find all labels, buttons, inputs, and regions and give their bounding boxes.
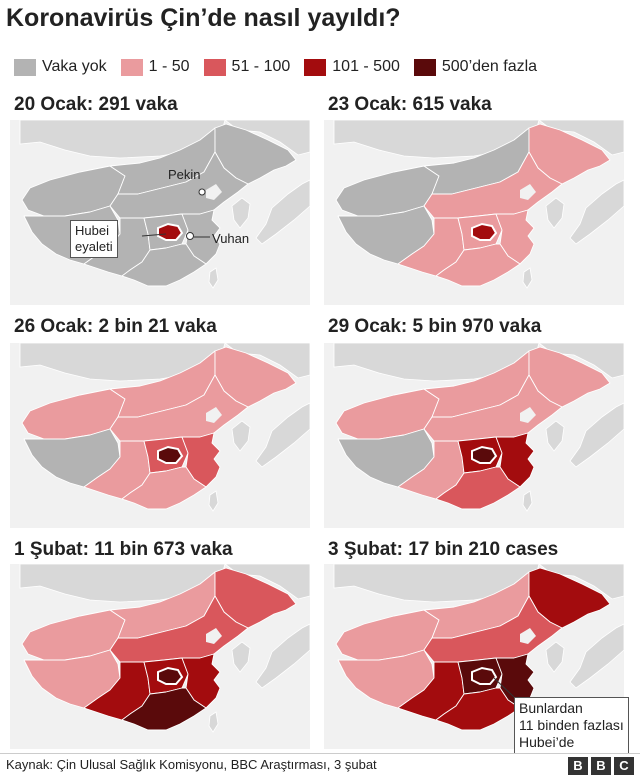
legend-item-101-500: 101 - 500 [304, 58, 400, 76]
hubei-province [157, 445, 184, 464]
hubei-note-line2: 11 binden fazlası [519, 717, 624, 733]
hubei-note-box: Bunlardan 11 binden fazlası Hubei’de [514, 697, 629, 754]
bohai-sea [206, 628, 222, 644]
panel-title-4: 29 Ocak: 5 bin 970 vaka [328, 316, 542, 337]
map-panel-3 [10, 343, 310, 528]
korea-shape [231, 420, 251, 452]
legend-label: 101 - 500 [332, 58, 400, 75]
legend-label: 1 - 50 [148, 58, 190, 75]
legend-swatch [413, 58, 436, 76]
hubei-leader-line [141, 233, 167, 237]
province-region-south [121, 687, 207, 731]
hubei-label-line2: eyaleti [75, 239, 113, 254]
province-region-south [435, 466, 521, 510]
legend-item-none: Vaka yok [14, 58, 107, 76]
japan-shape [569, 179, 624, 245]
map-panel-5 [10, 564, 310, 749]
hubei-label-box: Hubei eyaleti [70, 220, 118, 258]
bohai-sea [520, 184, 536, 200]
wuhan-marker [186, 232, 194, 240]
map-panel-1 [10, 120, 310, 305]
hubei-note-line1: Bunlardan [519, 700, 583, 716]
legend-label: Vaka yok [42, 58, 107, 75]
legend-item-500-plus: 500’den fazla [413, 58, 538, 76]
bohai-sea [206, 184, 222, 200]
province-region-south [121, 466, 207, 510]
map-panel-4 [324, 343, 624, 528]
legend: Vaka yok 1 - 50 51 - 100 101 - 500 500’d… [14, 56, 551, 78]
bohai-sea [206, 407, 222, 423]
taiwan-shape [522, 267, 533, 289]
bbc-logo-letter: B [591, 757, 611, 775]
hubei-province [157, 222, 184, 241]
bohai-sea [520, 407, 536, 423]
hubei-note-line3: Hubei’de [519, 734, 575, 750]
china-map-svg [324, 120, 624, 305]
hubei-province [471, 666, 498, 685]
japan-shape [255, 179, 310, 245]
japan-shape [569, 402, 624, 468]
province-region-south [435, 243, 521, 287]
legend-label: 500’den fazla [441, 58, 538, 75]
legend-item-1-50: 1 - 50 [120, 58, 190, 76]
hubei-province [471, 445, 498, 464]
legend-label: 51 - 100 [231, 58, 291, 75]
map-panel-6 [324, 564, 624, 749]
province-region-south [435, 687, 521, 731]
china-map-svg [10, 564, 310, 749]
page-title: Koronavirüs Çin’de nasıl yayıldı? [6, 4, 401, 32]
taiwan-shape [522, 490, 533, 512]
china-map-svg [10, 120, 310, 305]
japan-shape [255, 402, 310, 468]
taiwan-shape [208, 490, 219, 512]
china-map-svg [10, 343, 310, 528]
note-leader-line [493, 677, 515, 698]
legend-swatch [203, 58, 226, 76]
panel-title-3: 26 Ocak: 2 bin 21 vaka [14, 316, 217, 337]
source-note: Kaynak: Çin Ulusal Sağlık Komisyonu, BBC… [6, 757, 377, 772]
hubei-label-line1: Hubei [75, 223, 109, 238]
legend-swatch [304, 58, 327, 76]
china-map-svg [324, 564, 624, 749]
legend-swatch [14, 58, 36, 76]
panel-title-5: 1 Şubat: 11 bin 673 vaka [14, 539, 233, 560]
bbc-logo-letter: C [614, 757, 634, 775]
korea-shape [231, 641, 251, 673]
hubei-province [471, 222, 498, 241]
wuhan-label: Vuhan [212, 231, 250, 246]
korea-shape [545, 641, 565, 673]
japan-shape [569, 623, 624, 689]
japan-shape [255, 623, 310, 689]
legend-swatch [120, 58, 143, 76]
beijing-marker [198, 188, 206, 196]
bbc-logo: B B C [568, 757, 634, 775]
province-region-south [121, 243, 207, 287]
panel-title-6: 3 Şubat: 17 bin 210 cases [328, 539, 559, 560]
china-map-svg [324, 343, 624, 528]
footer-divider [0, 753, 640, 754]
korea-shape [545, 420, 565, 452]
beijing-label: Pekin [168, 167, 201, 182]
korea-shape [545, 197, 565, 229]
bohai-sea [520, 628, 536, 644]
map-panel-2 [324, 120, 624, 305]
taiwan-shape [208, 267, 219, 289]
panel-title-2: 23 Ocak: 615 vaka [328, 94, 492, 115]
hubei-province [157, 666, 184, 685]
taiwan-shape [208, 711, 219, 733]
legend-item-51-100: 51 - 100 [203, 58, 291, 76]
bbc-logo-letter: B [568, 757, 588, 775]
korea-shape [231, 197, 251, 229]
panel-title-1: 20 Ocak: 291 vaka [14, 94, 178, 115]
